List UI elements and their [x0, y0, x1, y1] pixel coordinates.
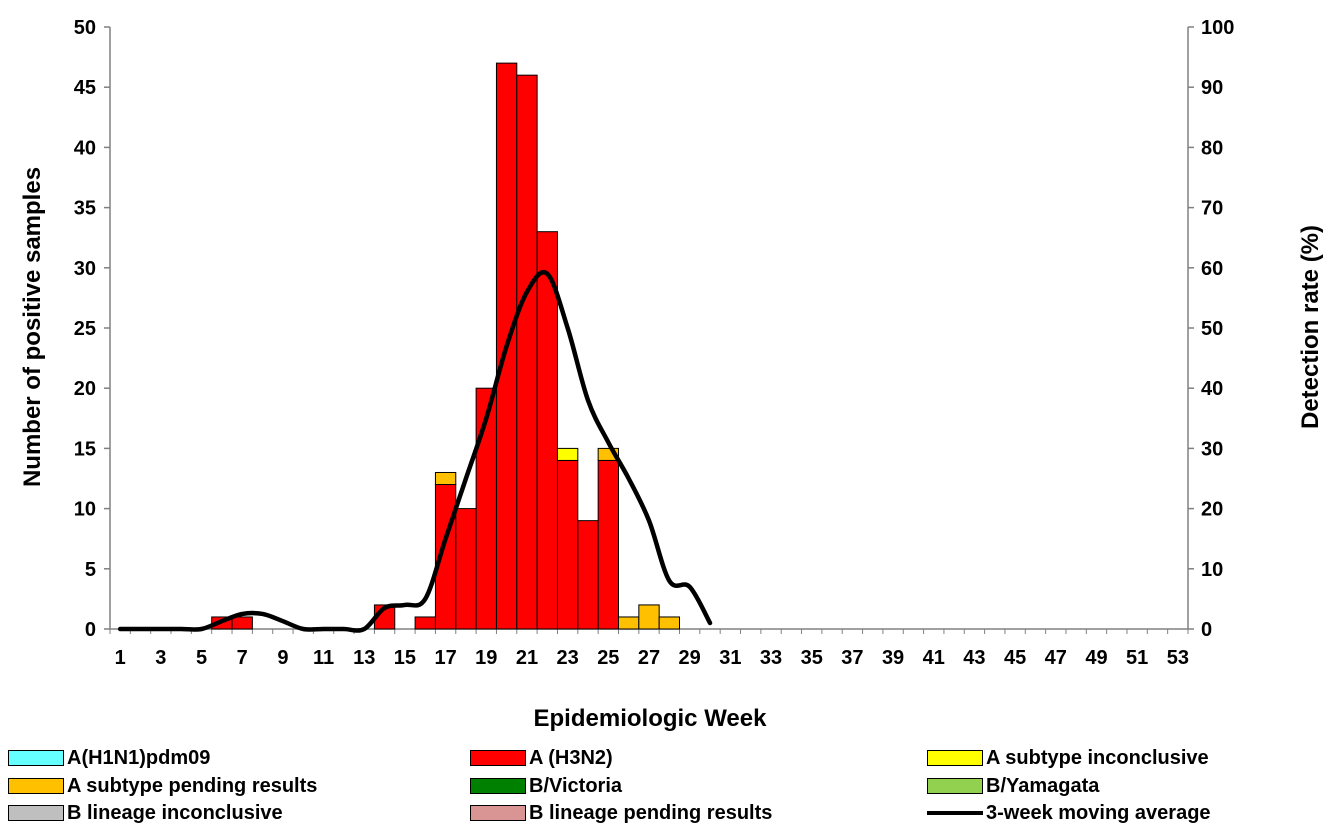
x-tick-label: 51: [1126, 647, 1148, 669]
x-tick-label: 39: [882, 647, 904, 669]
legend-item-a-inconclusive: A subtype inconclusive: [927, 745, 1209, 771]
left-tick-label: 10: [74, 499, 96, 521]
x-tick-label: 41: [923, 647, 945, 669]
left-tick-label: 35: [74, 198, 96, 220]
legend-label: B/Victoria: [529, 774, 622, 797]
legend-item-b-inconclusive: B lineage inconclusive: [8, 800, 283, 826]
legend-label: A (H3N2): [529, 746, 613, 769]
right-tick-label: 10: [1201, 559, 1223, 581]
legend-item-moving-average: 3-week moving average: [927, 800, 1211, 826]
x-tick-label: 21: [516, 647, 538, 669]
legend-swatch: [470, 750, 526, 766]
x-axis-title: Epidemiologic Week: [534, 705, 768, 732]
moving-average-line: [117, 270, 713, 633]
left-tick-label: 25: [74, 318, 96, 340]
tick-labels-group: 0510152025303540455001020304050607080901…: [74, 17, 1235, 669]
bar-segment: [556, 459, 579, 630]
legend-line-swatch: [927, 811, 983, 815]
legend-swatch: [8, 750, 64, 766]
bar-segment: [577, 520, 599, 630]
bar-segment: [414, 616, 436, 630]
legend-swatch: [927, 778, 983, 794]
legend-label: B/Yamagata: [986, 774, 1100, 797]
bar-segment: [536, 231, 558, 630]
right-tick-label: 70: [1201, 198, 1223, 220]
bar-segment: [434, 471, 457, 486]
x-tick-label: 47: [1045, 647, 1067, 669]
x-tick-label: 43: [963, 647, 985, 669]
bar-segment: [617, 616, 640, 630]
legend-label: 3-week moving average: [986, 801, 1211, 824]
x-tick-label: 33: [760, 647, 782, 669]
bar-segment: [231, 616, 253, 630]
left-tick-label: 15: [74, 438, 96, 460]
bar-segment: [556, 447, 579, 461]
right-tick-label: 40: [1201, 378, 1223, 400]
moving-average-group: [117, 270, 713, 633]
legend-item-b-yamagata: B/Yamagata: [927, 773, 1099, 799]
x-tick-label: 15: [394, 647, 416, 669]
x-tick-label: 11: [313, 647, 334, 669]
x-tick-label: 49: [1085, 647, 1107, 669]
bar-segment: [455, 508, 477, 630]
legend-swatch: [8, 805, 64, 821]
x-tick-label: 17: [434, 647, 456, 669]
bar-segment: [658, 616, 681, 630]
x-tick-label: 37: [841, 647, 863, 669]
right-tick-label: 80: [1201, 137, 1223, 159]
left-tick-label: 20: [74, 378, 96, 400]
right-tick-label: 90: [1201, 77, 1223, 99]
right-tick-label: 20: [1201, 499, 1223, 521]
right-axis-title: Detection rate (%): [1297, 225, 1324, 429]
x-tick-label: 31: [719, 647, 741, 669]
legend-item-a-pending: A subtype pending results: [8, 773, 317, 799]
left-tick-label: 5: [85, 559, 96, 581]
legend-label: A subtype pending results: [67, 774, 318, 797]
left-tick-label: 40: [74, 137, 96, 159]
x-tick-label: 35: [801, 647, 823, 669]
legend-item-b-pending: B lineage pending results: [470, 800, 772, 826]
x-tick-label: 27: [638, 647, 660, 669]
axes-group: [104, 26, 1194, 634]
x-tick-label: 1: [115, 647, 126, 669]
x-tick-label: 23: [557, 647, 579, 669]
legend-label: B lineage pending results: [529, 801, 773, 824]
right-tick-label: 30: [1201, 438, 1223, 460]
x-tick-label: 45: [1004, 647, 1026, 669]
left-tick-label: 0: [85, 619, 96, 641]
right-tick-label: 0: [1201, 619, 1212, 641]
right-tick-label: 50: [1201, 318, 1223, 340]
legend-item-h1n1: A(H1N1)pdm09: [8, 745, 210, 771]
legend-swatch: [470, 805, 526, 821]
bar-segment: [516, 74, 538, 630]
bar-segment: [597, 459, 619, 630]
x-tick-label: 9: [277, 647, 288, 669]
x-tick-label: 3: [155, 647, 166, 669]
left-tick-label: 30: [74, 258, 96, 280]
x-tick-label: 5: [196, 647, 207, 669]
legend-label: B lineage inconclusive: [67, 801, 283, 824]
x-tick-label: 13: [353, 647, 375, 669]
left-tick-label: 45: [74, 77, 96, 99]
legend-swatch: [8, 778, 64, 794]
x-tick-label: 7: [237, 647, 248, 669]
legend-swatch: [927, 750, 983, 766]
left-axis-title: Number of positive samples: [19, 167, 46, 487]
x-tick-label: 53: [1167, 647, 1189, 669]
legend-label: A subtype inconclusive: [986, 746, 1209, 769]
x-tick-label: 25: [597, 647, 619, 669]
right-tick-label: 100: [1201, 17, 1234, 39]
left-tick-label: 50: [74, 17, 96, 39]
legend-item-b-victoria: B/Victoria: [470, 773, 622, 799]
legend-swatch: [470, 778, 526, 794]
x-tick-label: 29: [679, 647, 701, 669]
right-tick-label: 60: [1201, 258, 1223, 280]
legend: A(H1N1)pdm09 A (H3N2) A subtype inconclu…: [0, 745, 1338, 829]
x-tick-label: 19: [475, 647, 497, 669]
chart-area: 0510152025303540455001020304050607080901…: [19, 17, 1324, 732]
bar-segment: [638, 604, 660, 630]
legend-label: A(H1N1)pdm09: [67, 746, 211, 769]
legend-item-h3n2: A (H3N2): [470, 745, 613, 771]
